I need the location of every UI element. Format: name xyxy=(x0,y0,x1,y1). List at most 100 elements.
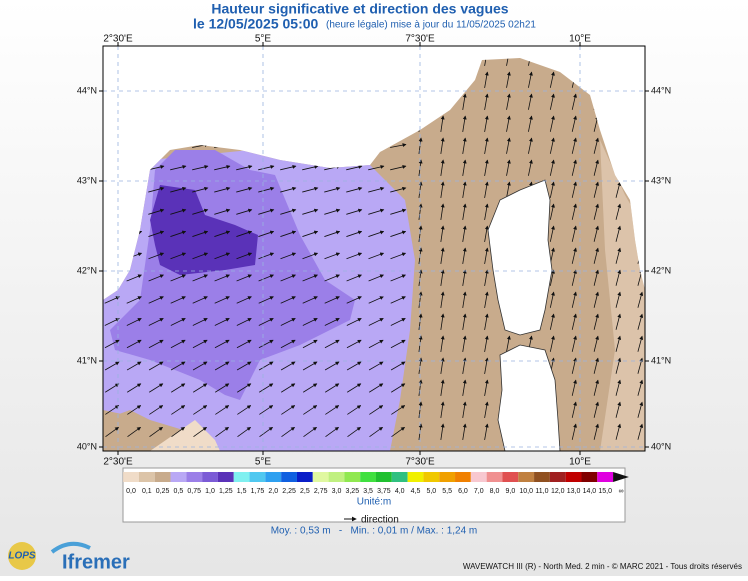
arrow xyxy=(215,426,230,437)
arrow xyxy=(148,186,165,193)
arrow xyxy=(637,401,644,418)
arrow xyxy=(369,405,384,415)
arrow xyxy=(506,137,511,154)
arrow xyxy=(390,296,406,304)
arrow xyxy=(324,186,341,193)
swatch xyxy=(265,472,282,482)
arrow xyxy=(440,137,445,154)
arrow xyxy=(637,379,644,396)
arrow xyxy=(126,361,142,371)
arrow xyxy=(462,159,467,176)
arrow xyxy=(484,71,489,88)
swatch xyxy=(217,472,234,482)
arrow xyxy=(440,159,445,176)
arrow xyxy=(368,208,385,215)
arrow xyxy=(258,339,274,349)
arrow xyxy=(170,165,187,171)
island xyxy=(487,179,553,336)
arrow xyxy=(484,379,489,396)
arrow xyxy=(346,252,363,260)
arrow xyxy=(615,401,622,418)
logo-small: LOPS xyxy=(8,551,36,562)
lat-label: 43°N xyxy=(651,175,671,185)
lat-label: 42°N xyxy=(651,265,671,275)
lon-label: 10°E xyxy=(569,34,591,45)
arrow xyxy=(302,318,318,326)
arrow xyxy=(571,225,577,242)
arrow xyxy=(615,225,622,242)
date: le 12/05/2025 05:00 xyxy=(193,16,319,32)
arrow xyxy=(440,269,445,286)
swatch xyxy=(581,472,598,482)
lon-label: 10°E xyxy=(569,457,591,468)
arrow xyxy=(391,426,406,437)
arrow xyxy=(390,208,407,215)
arrow xyxy=(302,296,318,304)
arrow xyxy=(324,252,341,260)
arrow xyxy=(324,274,341,282)
arrow xyxy=(126,383,142,393)
lon-label: 7°30'E xyxy=(405,34,435,45)
arrow xyxy=(302,186,319,193)
arrow xyxy=(324,339,340,349)
swatch xyxy=(328,472,345,482)
arrow xyxy=(571,423,577,440)
arrow xyxy=(615,313,622,330)
lon-label: 2°30'E xyxy=(103,457,133,468)
arrow xyxy=(258,186,275,193)
arrow xyxy=(214,296,230,304)
arrow xyxy=(192,383,208,393)
arrow xyxy=(192,318,208,326)
arrow xyxy=(170,383,186,393)
arrow xyxy=(368,165,385,171)
arrow xyxy=(462,115,467,132)
scale-label: 7,0 xyxy=(474,488,484,495)
arrow xyxy=(236,165,253,171)
scale-label: 10,0 xyxy=(519,488,533,495)
arrow xyxy=(390,165,407,171)
scale-label: 5,0 xyxy=(426,488,436,495)
swatch xyxy=(470,472,487,482)
arrow xyxy=(571,93,577,110)
arrow xyxy=(484,313,489,330)
arrow xyxy=(368,252,385,260)
arrow xyxy=(571,401,577,418)
sea-zone xyxy=(150,185,258,275)
scale-label: 3,0 xyxy=(332,488,342,495)
logo-mark xyxy=(8,542,36,570)
arrow xyxy=(484,203,489,220)
arrow xyxy=(347,405,362,415)
scale-label: 3,25 xyxy=(345,488,359,495)
arrow xyxy=(215,405,230,415)
scale-label: 1,5 xyxy=(237,488,247,495)
arrow xyxy=(390,318,406,326)
swatch xyxy=(518,472,535,482)
arrow xyxy=(237,405,252,415)
arrow xyxy=(440,335,445,352)
arrow xyxy=(484,335,489,352)
arrow xyxy=(391,405,406,415)
arrow xyxy=(506,93,511,110)
lon-label: 5°E xyxy=(255,457,272,468)
arrow xyxy=(390,252,407,260)
arrow xyxy=(484,225,489,242)
logos: LOPS Ifremer xyxy=(8,541,130,573)
arrow xyxy=(571,115,577,132)
arrow xyxy=(462,423,467,440)
arrow xyxy=(193,405,208,415)
arrow xyxy=(593,313,600,330)
arrow xyxy=(593,181,600,198)
arrow xyxy=(528,137,533,154)
arrow xyxy=(280,165,297,171)
arrow xyxy=(280,296,296,304)
map: 2°30'E 2°30'E 5°E 5°E 7°30'E 7°30'E 10°E 10°E 44… xyxy=(77,34,671,468)
arrow xyxy=(390,361,406,371)
arrow xyxy=(280,383,296,393)
arrow xyxy=(506,335,511,352)
swatch xyxy=(186,472,203,482)
arrow xyxy=(484,159,489,176)
arrow xyxy=(506,115,511,132)
arrow xyxy=(571,181,577,198)
arrow xyxy=(571,247,577,264)
arrow xyxy=(346,230,363,237)
